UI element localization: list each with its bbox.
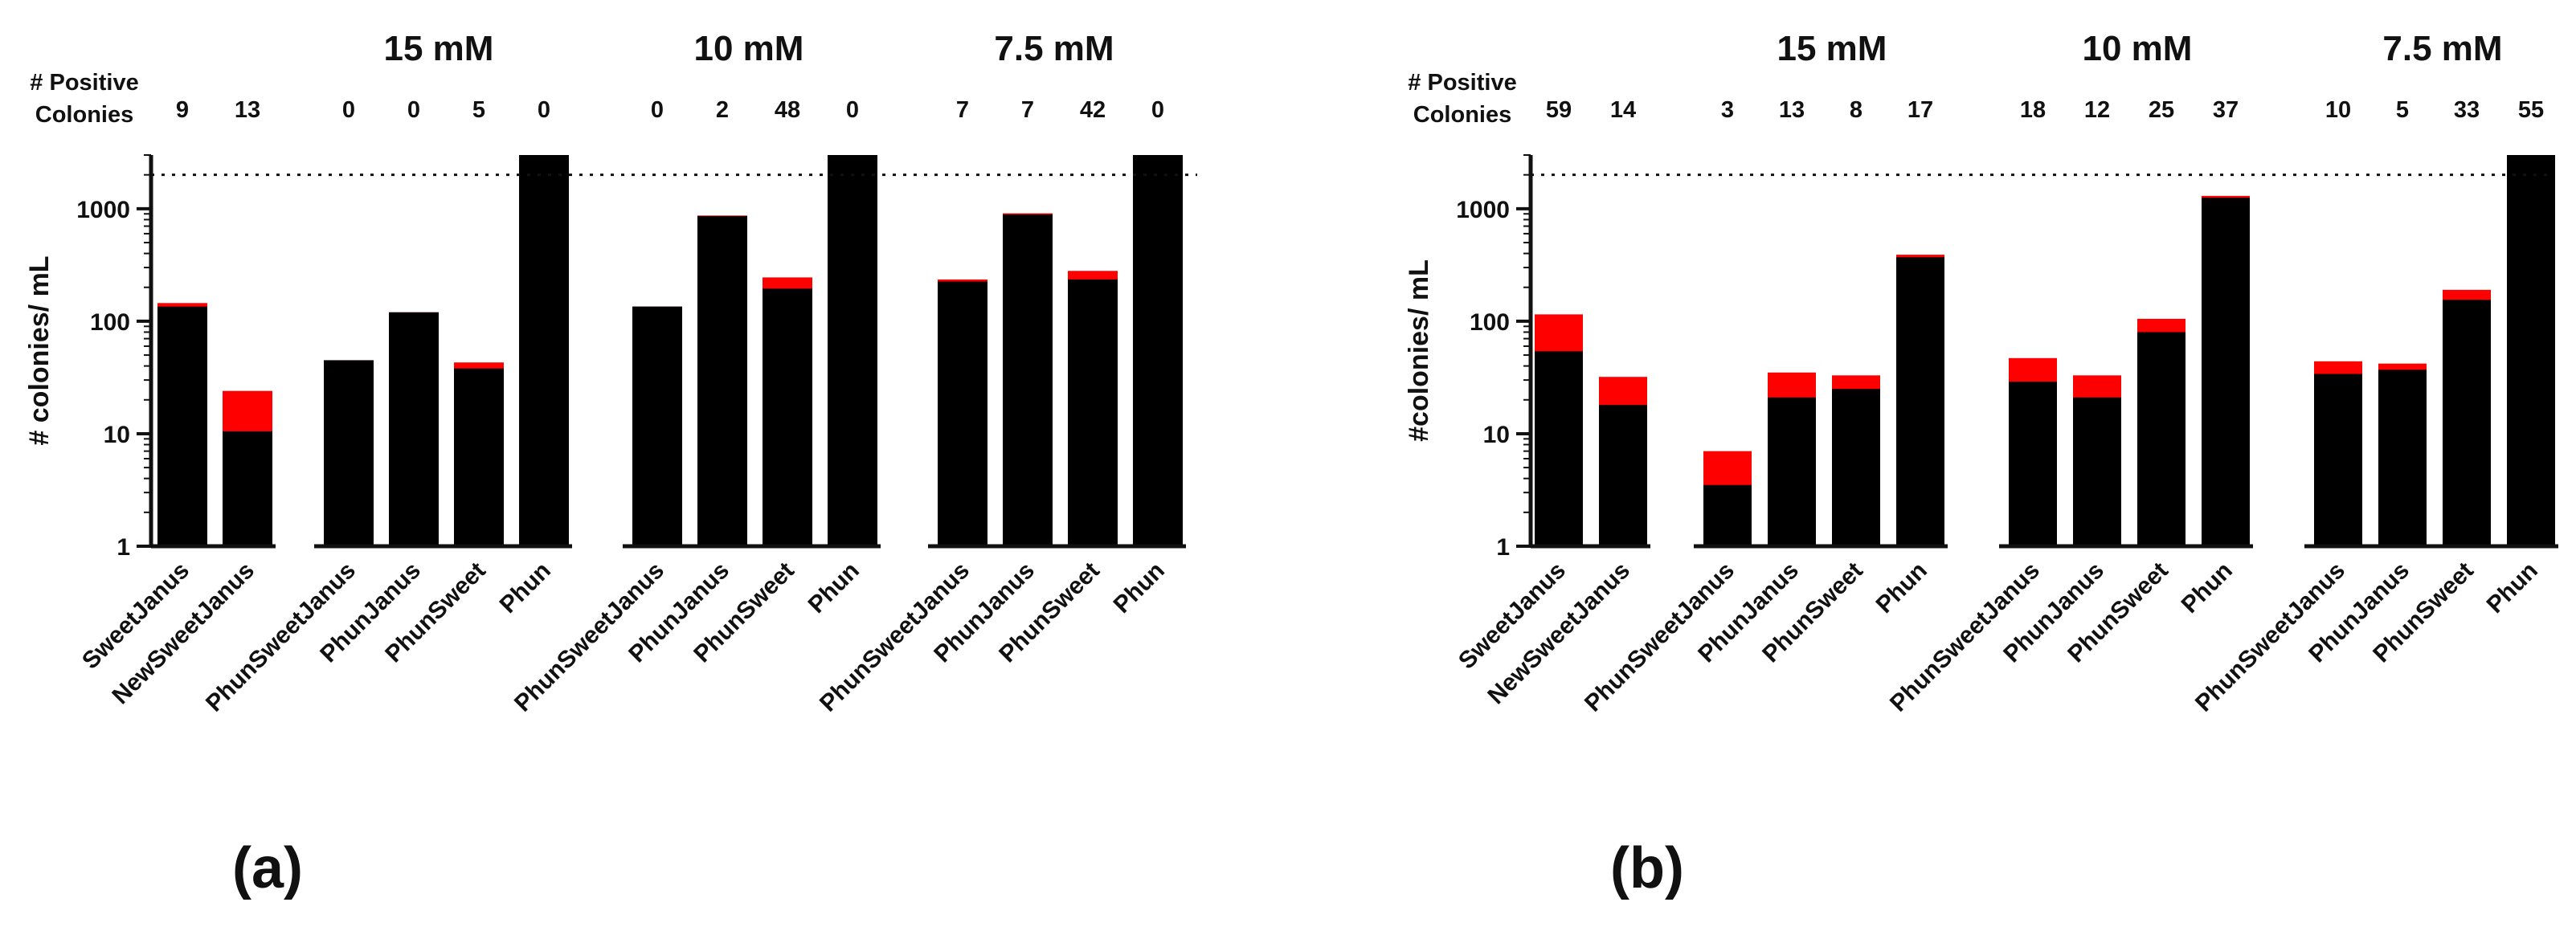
- bar-non-positive: [632, 306, 682, 546]
- positive-count: 37: [2213, 97, 2239, 123]
- positive-count: 7: [956, 97, 969, 123]
- positive-count: 59: [1546, 97, 1572, 123]
- bar-non-positive: [1003, 214, 1053, 546]
- chart-panel-a: 15 mM 10 mM 7.5 mM # Positive Colonies 9 13 0 0 5…: [24, 29, 1197, 900]
- positive-count: 10: [2325, 97, 2351, 123]
- bar-non-positive: [1535, 351, 1583, 546]
- positive-count: 12: [2084, 97, 2110, 123]
- bar-non-positive: [1068, 279, 1118, 546]
- positive-count: 0: [651, 97, 664, 123]
- positive-count: 0: [538, 97, 550, 123]
- y-tick-label: 100: [1470, 309, 1510, 336]
- bar-non-positive: [2443, 300, 2491, 546]
- panel-label: (a): [232, 836, 303, 900]
- positive-count: 0: [407, 97, 420, 123]
- positive-count: 13: [1779, 97, 1805, 123]
- chart-panel-b: 15 mM 10 mM 7.5 mM # Positive Colonies 59 14 3 1…: [1404, 29, 2558, 900]
- bar-non-positive: [1768, 397, 1816, 546]
- x-category-label: Phun: [1871, 557, 1932, 619]
- bar-non-positive: [2202, 198, 2250, 546]
- positive-count: 25: [2149, 97, 2174, 123]
- x-category-label: Phun: [2482, 557, 2543, 619]
- positive-colonies-header-line2: Colonies: [1413, 102, 1511, 128]
- positive-count: 7: [1021, 97, 1034, 123]
- positive-count: 0: [1151, 97, 1164, 123]
- positive-count: 14: [1610, 97, 1636, 123]
- y-tick-label: 1000: [1456, 197, 1510, 223]
- bar-non-positive: [1599, 405, 1647, 546]
- positive-count: 3: [1721, 97, 1734, 123]
- bar-non-positive: [389, 312, 439, 546]
- bar-non-positive: [2507, 155, 2555, 546]
- x-category-label: Phun: [2177, 557, 2238, 619]
- positive-count: 33: [2454, 97, 2480, 123]
- y-tick-label: 1: [1496, 534, 1510, 561]
- x-category-label: Phun: [495, 557, 556, 619]
- group-title: 7.5 mM: [2382, 29, 2502, 68]
- group-title: 7.5 mM: [994, 29, 1114, 68]
- positive-count: 9: [176, 97, 189, 123]
- bar-non-positive: [938, 281, 987, 546]
- bar-non-positive: [763, 288, 812, 546]
- positive-count: 42: [1080, 97, 1106, 123]
- y-tick-label: 1: [117, 534, 130, 561]
- bar-non-positive: [223, 431, 272, 546]
- positive-colonies-header: # Positive: [1408, 70, 1516, 96]
- bar-non-positive: [1896, 257, 1944, 546]
- positive-count: 17: [1907, 97, 1933, 123]
- y-tick-label: 100: [90, 309, 130, 336]
- x-category-label: Phun: [803, 557, 865, 619]
- bar-non-positive: [1703, 484, 1752, 546]
- positive-count: 2: [716, 97, 729, 123]
- bar-non-positive: [2137, 332, 2186, 546]
- y-tick-label: 1000: [76, 197, 130, 223]
- group-title: 10 mM: [2083, 29, 2193, 68]
- panel-label: (b): [1610, 836, 1684, 900]
- bar-non-positive: [324, 360, 374, 546]
- positive-count: 5: [2396, 97, 2409, 123]
- bar-non-positive: [454, 368, 504, 546]
- positive-count: 5: [472, 97, 485, 123]
- positive-count: 8: [1850, 97, 1862, 123]
- bar-non-positive: [1133, 155, 1183, 546]
- bar-non-positive: [2009, 382, 2057, 546]
- x-category-label: Phun: [1109, 557, 1170, 619]
- bar-non-positive: [519, 155, 569, 546]
- bar-non-positive: [2378, 369, 2427, 546]
- positive-count: 18: [2020, 97, 2046, 123]
- positive-count: 0: [846, 97, 859, 123]
- positive-colonies-header-line2: Colonies: [35, 102, 133, 128]
- group-title: 10 mM: [694, 29, 804, 68]
- positive-count: 55: [2518, 97, 2544, 123]
- y-tick-label: 10: [1483, 422, 1510, 448]
- group-title: 15 mM: [1777, 29, 1887, 68]
- bar-non-positive: [697, 215, 747, 546]
- bar-non-positive: [1832, 389, 1880, 546]
- bar-non-positive: [2073, 397, 2121, 546]
- y-axis-label: #colonies/ mL: [1404, 259, 1434, 442]
- group-title: 15 mM: [384, 29, 494, 68]
- y-tick-label: 10: [104, 422, 130, 448]
- positive-colonies-header: # Positive: [30, 70, 138, 96]
- bar-non-positive: [157, 306, 207, 546]
- positive-count: 0: [342, 97, 355, 123]
- positive-count: 13: [235, 97, 260, 123]
- positive-count: 48: [775, 97, 800, 123]
- y-axis-label: # colonies/ mL: [24, 255, 55, 445]
- bar-non-positive: [2314, 374, 2362, 546]
- bar-non-positive: [828, 155, 877, 546]
